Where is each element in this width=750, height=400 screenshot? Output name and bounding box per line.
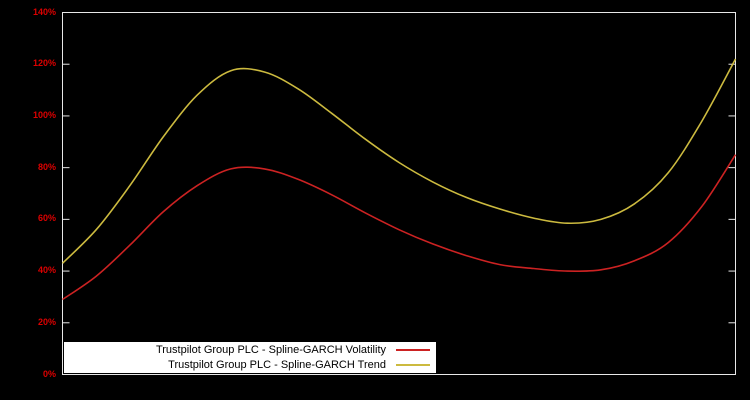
volatility-series-line — [62, 154, 737, 301]
legend-row-trend: Trustpilot Group PLC - Spline-GARCH Tren… — [70, 358, 430, 372]
trend-series-line — [61, 58, 737, 264]
plot-frame — [62, 12, 736, 375]
y-axis-label: 20% — [37, 316, 56, 327]
legend-line-sample-trend — [396, 363, 430, 366]
legend-line-sample-volatility — [396, 349, 430, 352]
legend-row-volatility: Trustpilot Group PLC - Spline-GARCH Vola… — [70, 343, 430, 357]
y-axis-label: 140% — [32, 6, 56, 17]
legend: Trustpilot Group PLC - Spline-GARCH Vola… — [64, 342, 436, 373]
y-axis-label: 120% — [32, 58, 56, 69]
legend-label-trend: Trustpilot Group PLC - Spline-GARCH Tren… — [168, 358, 386, 371]
y-axis-label: 80% — [37, 161, 56, 172]
y-axis-label: 0% — [42, 368, 56, 379]
y-axis-label: 100% — [32, 109, 56, 120]
legend-label-volatility: Trustpilot Group PLC - Spline-GARCH Vola… — [155, 344, 386, 357]
y-axis-label: 40% — [37, 265, 56, 276]
y-axis-ticks — [62, 12, 736, 375]
y-axis-label: 60% — [37, 213, 56, 224]
